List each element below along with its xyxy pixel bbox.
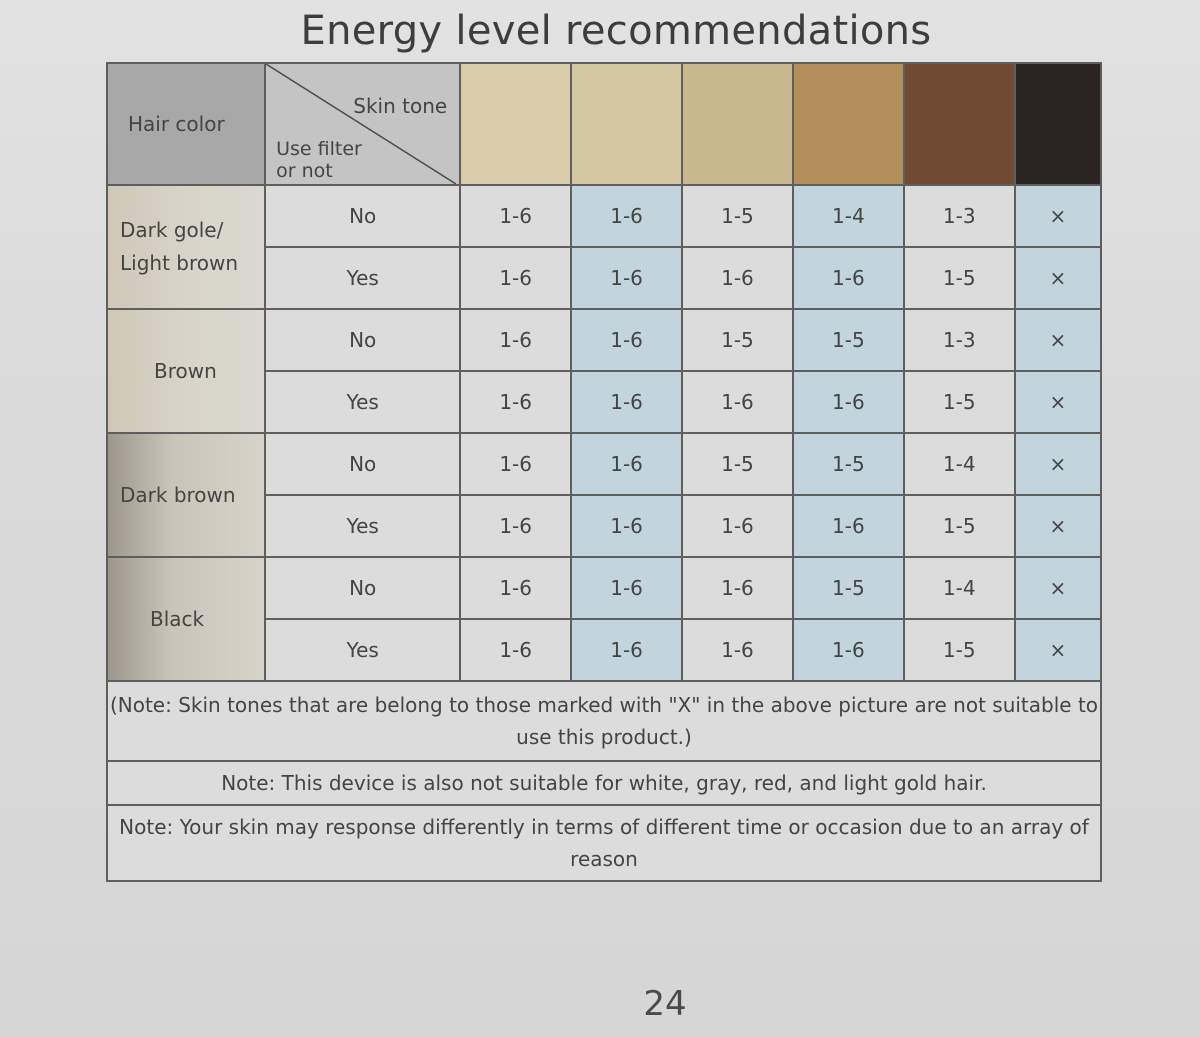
energy-value: 1-4	[902, 556, 1016, 620]
energy-value: 1-5	[902, 370, 1016, 434]
diagonal-divider	[267, 65, 456, 183]
note-not-suitable-skin: (Note: Skin tones that are belong to tho…	[106, 680, 1102, 762]
note-not-suitable-hair: Note: This device is also not suitable f…	[106, 760, 1102, 806]
energy-value: 1-6	[570, 432, 683, 496]
skin-tone-swatch-4	[791, 62, 905, 186]
energy-value: 1-6	[459, 370, 573, 434]
energy-value: 1-6	[570, 556, 683, 620]
energy-value: 1-4	[902, 432, 1016, 496]
energy-value: 1-3	[902, 184, 1016, 248]
skin-tone-swatch-5	[902, 62, 1016, 186]
table-row: Yes 1-6 1-6 1-6 1-6 1-5 ×	[107, 494, 1103, 558]
energy-value: 1-6	[681, 556, 794, 620]
energy-value: 1-6	[681, 246, 794, 310]
energy-value: 1-6	[791, 494, 905, 558]
energy-table-wrapper: Hair color Skin tone Use filter or not	[105, 62, 1103, 882]
filter-cell: No	[264, 184, 462, 248]
not-suitable-mark: ×	[1013, 618, 1103, 682]
note-row: (Note: Skin tones that are belong to tho…	[106, 680, 1102, 762]
energy-value: 1-5	[902, 246, 1016, 310]
skin-tone-swatch-1	[459, 62, 573, 186]
hair-label: Brown	[154, 358, 217, 383]
not-suitable-mark: ×	[1013, 370, 1103, 434]
note-skin-response: Note: Your skin may response differently…	[106, 804, 1102, 882]
hair-label-line2: Light brown	[120, 251, 239, 275]
header-row: Hair color Skin tone Use filter or not	[105, 62, 1103, 186]
table-row: Yes 1-6 1-6 1-6 1-6 1-5 ×	[107, 370, 1103, 434]
skin-tone-swatch-2	[570, 62, 683, 186]
energy-value: 1-3	[902, 308, 1016, 372]
energy-value: 1-6	[459, 246, 573, 310]
energy-value: 1-5	[681, 184, 794, 248]
energy-value: 1-5	[681, 432, 794, 496]
table-row: Yes 1-6 1-6 1-6 1-6 1-5 ×	[107, 618, 1103, 682]
energy-value: 1-4	[791, 184, 905, 248]
energy-value: 1-6	[570, 370, 683, 434]
energy-value: 1-6	[681, 618, 794, 682]
not-suitable-mark: ×	[1013, 246, 1103, 310]
filter-cell: Yes	[264, 618, 462, 682]
filter-cell: No	[264, 556, 462, 620]
energy-value: 1-6	[791, 370, 905, 434]
energy-value: 1-6	[459, 308, 573, 372]
energy-value: 1-6	[681, 494, 794, 558]
not-suitable-mark: ×	[1013, 308, 1103, 372]
page-title: Energy level recommendations	[300, 8, 932, 54]
not-suitable-mark: ×	[1013, 184, 1103, 248]
skin-tone-swatch-3	[681, 62, 794, 186]
energy-value: 1-6	[459, 556, 573, 620]
hair-color-brown: Brown	[105, 308, 267, 434]
skin-tone-filter-header: Skin tone Use filter or not	[264, 62, 462, 186]
energy-value: 1-6	[681, 370, 794, 434]
energy-value: 1-5	[791, 556, 905, 620]
skin-tone-swatch-6	[1013, 62, 1103, 186]
energy-value: 1-6	[791, 618, 905, 682]
table-row: Dark gole/ Light brown No 1-6 1-6 1-5 1-…	[105, 184, 1103, 310]
energy-value: 1-5	[681, 308, 794, 372]
not-suitable-mark: ×	[1013, 432, 1103, 496]
not-suitable-mark: ×	[1013, 494, 1103, 558]
table-row: Brown No 1-6 1-6 1-5 1-5 1-3 ×	[105, 308, 1103, 434]
table-row: Black No 1-6 1-6 1-6 1-5 1-4 ×	[105, 556, 1103, 682]
energy-table: Hair color Skin tone Use filter or not	[105, 62, 1103, 882]
energy-value: 1-6	[570, 618, 683, 682]
hair-label: Dark brown	[120, 482, 236, 507]
use-filter-line2: or not	[276, 160, 333, 182]
use-filter-line1: Use filter	[276, 138, 362, 160]
hair-label-line1: Dark gole/	[120, 218, 224, 242]
use-filter-header-label: Use filter or not	[276, 138, 362, 182]
hair-color-dark-gold: Dark gole/ Light brown	[105, 184, 267, 310]
energy-value: 1-6	[459, 494, 573, 558]
skin-tone-header-label: Skin tone	[353, 94, 448, 118]
note-row: Note: This device is also not suitable f…	[106, 760, 1102, 806]
energy-value: 1-5	[791, 432, 905, 496]
energy-value: 1-6	[570, 308, 683, 372]
filter-cell: Yes	[264, 494, 462, 558]
hair-color-header: Hair color	[105, 62, 267, 186]
energy-value: 1-5	[902, 618, 1016, 682]
hair-color-dark-brown: Dark brown	[105, 432, 267, 558]
filter-cell: Yes	[264, 246, 462, 310]
energy-value: 1-6	[570, 184, 683, 248]
table-row: Yes 1-6 1-6 1-6 1-6 1-5 ×	[107, 246, 1103, 310]
filter-cell: Yes	[264, 370, 462, 434]
energy-value: 1-6	[459, 432, 573, 496]
energy-value: 1-6	[459, 184, 573, 248]
page-number: 24	[643, 984, 687, 1024]
energy-value: 1-6	[791, 246, 905, 310]
energy-value: 1-5	[791, 308, 905, 372]
hair-label: Black	[150, 606, 205, 631]
energy-value: 1-6	[459, 618, 573, 682]
energy-value: 1-5	[902, 494, 1016, 558]
not-suitable-mark: ×	[1013, 556, 1103, 620]
table-row: Dark brown No 1-6 1-6 1-5 1-5 1-4 ×	[105, 432, 1103, 558]
hair-color-black: Black	[105, 556, 267, 682]
note-row: Note: Your skin may response differently…	[106, 804, 1102, 882]
filter-cell: No	[264, 432, 462, 496]
energy-value: 1-6	[570, 246, 683, 310]
energy-value: 1-6	[570, 494, 683, 558]
filter-cell: No	[264, 308, 462, 372]
